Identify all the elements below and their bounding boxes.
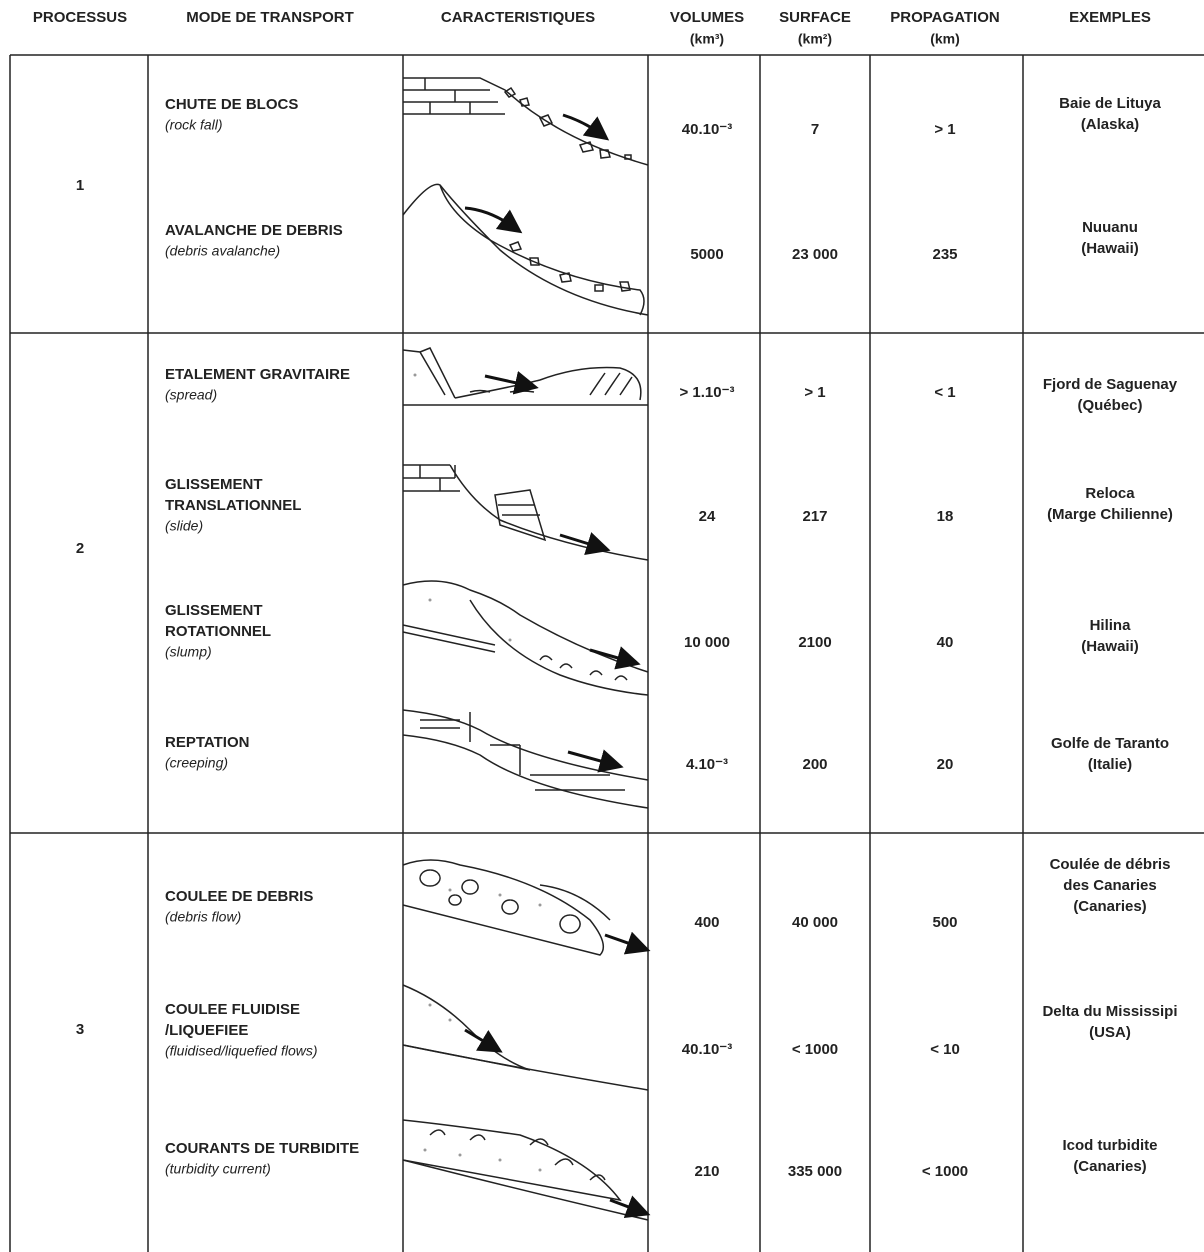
mode-english: (creeping) [165,755,228,771]
surface: 40 000 [792,914,838,931]
column-header: MODE DE TRANSPORT [186,9,354,26]
column-header: SURFACE [779,9,851,26]
volume: 40.10⁻³ [682,1041,732,1058]
process-number: 1 [76,177,84,194]
propagation: 500 [932,914,957,931]
mode-name: GLISSEMENT [165,476,263,493]
example: Baie de Lituya [1059,95,1161,112]
mode-name: COULEE DE DEBRIS [165,888,313,905]
mode-english: (slump) [165,644,212,660]
column-header: (km²) [798,31,832,47]
column-header: (km³) [690,31,724,47]
propagation: 20 [937,756,954,773]
volume: 400 [694,914,719,931]
column-header: VOLUMES [670,9,744,26]
column-header: (km) [930,31,960,47]
mode-english: (rock fall) [165,117,223,133]
example: Delta du Mississipi [1042,1003,1177,1020]
mode-english: (slide) [165,518,203,534]
mode-name: AVALANCHE DE DEBRIS [165,222,343,239]
mode-english: (spread) [165,387,217,403]
example: (Hawaii) [1081,638,1139,655]
example: Coulée de débris [1050,856,1171,873]
mode-name: TRANSLATIONNEL [165,497,301,514]
volume: 40.10⁻³ [682,121,732,138]
propagation: < 1000 [922,1163,968,1180]
example: (Italie) [1088,756,1132,773]
propagation: < 10 [930,1041,960,1058]
example: (Canaries) [1073,898,1146,915]
volume: 10 000 [684,634,730,651]
example: (Québec) [1077,397,1142,414]
column-header: CARACTERISTIQUES [441,9,595,26]
example: (USA) [1089,1024,1131,1041]
surface: 2100 [798,634,831,651]
example: (Hawaii) [1081,240,1139,257]
surface: 217 [802,508,827,525]
mode-name: CHUTE DE BLOCS [165,96,298,113]
mode-english: (debris flow) [165,909,241,925]
mode-name: ROTATIONNEL [165,623,271,640]
sketches [402,77,651,1221]
example: Icod turbidite [1063,1137,1158,1154]
example: Golfe de Taranto [1051,735,1169,752]
propagation: 18 [937,508,954,525]
propagation: 235 [932,246,957,263]
surface: 23 000 [792,246,838,263]
volume: 5000 [690,246,723,263]
volume: > 1.10⁻³ [679,384,734,401]
mode-name: /LIQUEFIEE [165,1022,248,1039]
surface: 335 000 [788,1163,842,1180]
surface: 200 [802,756,827,773]
propagation: > 1 [934,121,955,138]
example: Fjord de Saguenay [1043,376,1178,393]
mode-name: ETALEMENT GRAVITAIRE [165,366,350,383]
surface: 7 [811,121,819,138]
surface: > 1 [804,384,825,401]
mode-english: (fluidised/liquefied flows) [165,1043,318,1059]
propagation: 40 [937,634,954,651]
column-header: PROPAGATION [890,9,999,26]
propagation: < 1 [934,384,955,401]
grid [9,54,1204,1252]
example: (Alaska) [1081,116,1139,133]
mode-english: (debris avalanche) [165,243,280,259]
example: Nuuanu [1082,219,1138,236]
example: des Canaries [1063,877,1156,894]
example: Reloca [1085,485,1135,502]
volume: 210 [694,1163,719,1180]
mode-english: (turbidity current) [165,1161,271,1177]
mode-name: REPTATION [165,734,249,751]
mode-name: COULEE FLUIDISE [165,1001,300,1018]
example: (Canaries) [1073,1158,1146,1175]
column-header: EXEMPLES [1069,9,1151,26]
volume: 24 [699,508,716,525]
mode-name: GLISSEMENT [165,602,263,619]
volume: 4.10⁻³ [686,756,728,773]
example: Hilina [1090,617,1131,634]
column-header: PROCESSUS [33,9,127,26]
process-number: 3 [76,1021,84,1038]
surface: < 1000 [792,1041,838,1058]
example: (Marge Chilienne) [1047,506,1173,523]
process-number: 2 [76,540,84,557]
mode-name: COURANTS DE TURBIDITE [165,1140,359,1157]
